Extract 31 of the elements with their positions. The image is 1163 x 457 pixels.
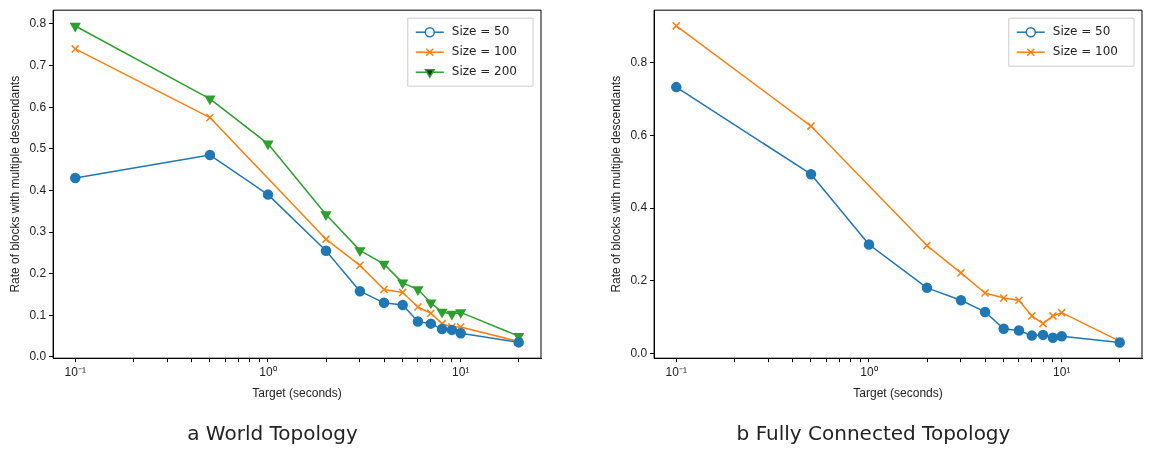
y-tick-label: 0.4 bbox=[29, 182, 47, 197]
y-axis-title: Rate of blocks with multiple descendants bbox=[7, 75, 22, 293]
y-tick-label: 0.1 bbox=[29, 307, 47, 322]
legend-label: Size = 200 bbox=[451, 64, 518, 79]
y-tick-label: 0.7 bbox=[29, 57, 47, 72]
x-tick-label: 10⁰ bbox=[259, 364, 277, 379]
legend-label: Size = 100 bbox=[451, 44, 518, 59]
y-axis-title: Rate of blocks with multiple descendants bbox=[608, 75, 623, 293]
x-tick-label: 10¹ bbox=[1053, 364, 1071, 379]
legend-label: Size = 50 bbox=[1052, 24, 1111, 39]
x-axis-title: Target (seconds) bbox=[853, 386, 943, 401]
y-tick-label: 0.6 bbox=[630, 127, 648, 142]
y-tick-label: 0.0 bbox=[29, 349, 47, 364]
text: a World Topology bbox=[187, 421, 358, 446]
y-tick-label: 0.5 bbox=[29, 141, 47, 156]
x-tick-label: 10⁰ bbox=[860, 364, 878, 379]
x-axis-title: Target (seconds) bbox=[252, 386, 342, 401]
x-tick-label: 10¹ bbox=[452, 364, 470, 379]
legend-label: Size = 50 bbox=[451, 24, 510, 39]
text: b Fully Connected Topology bbox=[736, 421, 1011, 446]
y-tick-label: 0.6 bbox=[29, 99, 47, 114]
legend-label: Size = 100 bbox=[1052, 44, 1119, 59]
y-tick-label: 0.4 bbox=[630, 200, 648, 215]
y-tick-label: 0.8 bbox=[630, 54, 648, 69]
y-tick-label: 0.8 bbox=[29, 16, 47, 31]
y-tick-label: 0.3 bbox=[29, 224, 47, 239]
x-tick-label: 10⁻¹ bbox=[665, 364, 687, 379]
y-tick-label: 0.2 bbox=[630, 273, 648, 288]
x-tick-label: 10⁻¹ bbox=[64, 364, 86, 379]
y-tick-label: 0.2 bbox=[29, 266, 47, 281]
y-tick-label: 0.0 bbox=[630, 346, 648, 361]
